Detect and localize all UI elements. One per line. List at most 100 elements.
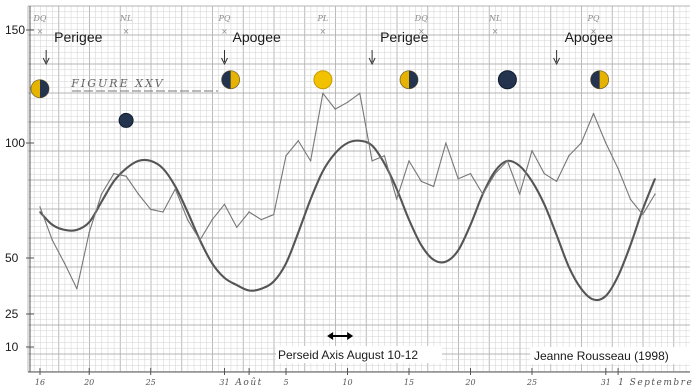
series-point-smoothed	[63, 229, 66, 231]
series-point-raw	[137, 193, 140, 195]
perseid-label-bg	[276, 346, 442, 363]
series-point-raw	[642, 213, 644, 216]
event-label: Apogee	[233, 29, 281, 45]
series-point-smoothed	[273, 280, 275, 283]
moon-new-moon-icon	[497, 70, 517, 90]
series-point-raw	[531, 149, 533, 152]
series-point-smoothed	[113, 180, 115, 183]
series-point-raw	[555, 180, 558, 183]
series-point-smoothed	[654, 178, 656, 180]
series-point-raw	[334, 108, 336, 110]
series-point-smoothed	[420, 244, 422, 246]
y-tick-label: 150	[5, 23, 25, 37]
x-tick-label: 5	[283, 378, 288, 387]
series-point-smoothed	[371, 144, 373, 147]
series-point-smoothed	[519, 165, 521, 167]
series-point-raw	[629, 198, 632, 200]
series-point-smoothed	[174, 185, 176, 188]
phase-code-label: DQ	[414, 14, 428, 23]
phase-code-label: PQ	[218, 14, 231, 23]
credit-label: Jeanne Rousseau (1998)	[534, 349, 669, 363]
series-point-raw	[519, 193, 521, 195]
series-point-raw	[568, 155, 570, 157]
perseid-axis-label: Perseid Axis August 10-12	[278, 348, 418, 362]
series-point-smoothed	[297, 231, 299, 234]
series-point-raw	[445, 142, 447, 144]
series-point-raw	[371, 160, 373, 162]
chart-grid	[27, 5, 690, 372]
series-point-smoothed	[359, 140, 361, 142]
series-point-smoothed	[445, 260, 447, 263]
series-point-smoothed	[469, 224, 472, 226]
phase-code-cross: ×	[418, 27, 425, 36]
series-point-smoothed	[346, 142, 349, 144]
event-label: Apogee	[565, 29, 613, 45]
phase-code-cross: ×	[37, 27, 44, 36]
series-point-raw	[113, 172, 115, 175]
series-point-raw	[482, 193, 484, 195]
x-tick-label: 25	[526, 378, 537, 387]
series-point-smoothed	[309, 198, 312, 200]
chart-axes: 150 100 50 25 10 16 20 25 31 Août 5 10 15 20 25 31 1 Sep…	[5, 6, 692, 388]
series-point-raw	[408, 160, 410, 162]
series-point-smoothed	[88, 221, 90, 223]
series-point-smoothed	[592, 298, 595, 301]
series-point-smoothed	[162, 167, 164, 170]
series-point-raw	[39, 206, 41, 208]
chart-markers: DQ×NL×PQ×PL×DQ×NL×PQ×Perigee Apogee Perige…	[30, 14, 613, 340]
x-tick-label: 25	[145, 378, 156, 387]
x-tick-label: Août	[234, 377, 262, 388]
series-point-smoothed	[396, 188, 398, 190]
series-point-raw	[100, 193, 103, 195]
series-point-raw	[592, 112, 595, 115]
phase-code-cross: ×	[320, 27, 327, 36]
series-point-raw	[273, 213, 275, 216]
moon-last-quarter-icon	[399, 70, 419, 90]
series-point-smoothed	[432, 259, 435, 261]
phase-code-cross: ×	[590, 27, 597, 36]
phase-code-label: NL	[119, 14, 132, 23]
event-arrow-head	[42, 57, 50, 66]
series-point-raw	[506, 160, 509, 162]
series-point-raw	[494, 172, 496, 175]
series-point-raw	[211, 218, 213, 221]
moon-first-quarter-icon	[221, 70, 241, 90]
moon-shadow	[221, 70, 231, 89]
series-point-smoothed	[568, 266, 570, 268]
y-tick-label: 100	[5, 136, 25, 150]
series-point-smoothed	[125, 167, 127, 170]
phase-code-label: PQ	[587, 14, 600, 23]
series-point-smoothed	[605, 295, 607, 297]
series-point-smoothed	[543, 203, 545, 206]
moon-disc	[313, 70, 333, 90]
y-tick-label: 25	[5, 307, 19, 321]
series-point-raw	[359, 92, 361, 94]
series-point-smoothed	[150, 160, 152, 162]
series-point-raw	[396, 198, 398, 200]
series-point-raw	[199, 239, 201, 241]
series-point-smoothed	[248, 289, 250, 292]
series-point-raw	[285, 155, 287, 157]
series-point-smoothed	[334, 152, 336, 154]
series-point-smoothed	[322, 170, 324, 172]
series-point-raw	[174, 188, 176, 190]
moon-new-moon-icon	[118, 112, 134, 128]
moon-shadow	[40, 79, 49, 98]
series-point-raw	[248, 211, 250, 213]
phase-code-cross: ×	[492, 27, 499, 36]
x-tick-label: 31	[219, 378, 229, 387]
series-point-smoothed	[408, 218, 410, 221]
series-point-raw	[654, 193, 656, 195]
moon-shadow	[409, 70, 418, 89]
series-point-raw	[150, 208, 152, 211]
series-point-raw	[580, 142, 582, 144]
moon-last-quarter-icon	[30, 79, 50, 99]
phase-code-label: NL	[488, 14, 501, 23]
phase-code-cross: ×	[221, 27, 228, 36]
x-tick-label: 20	[83, 378, 94, 387]
series-point-raw	[88, 231, 90, 234]
series-point-raw	[322, 92, 324, 94]
y-tick-label: 10	[5, 340, 19, 354]
